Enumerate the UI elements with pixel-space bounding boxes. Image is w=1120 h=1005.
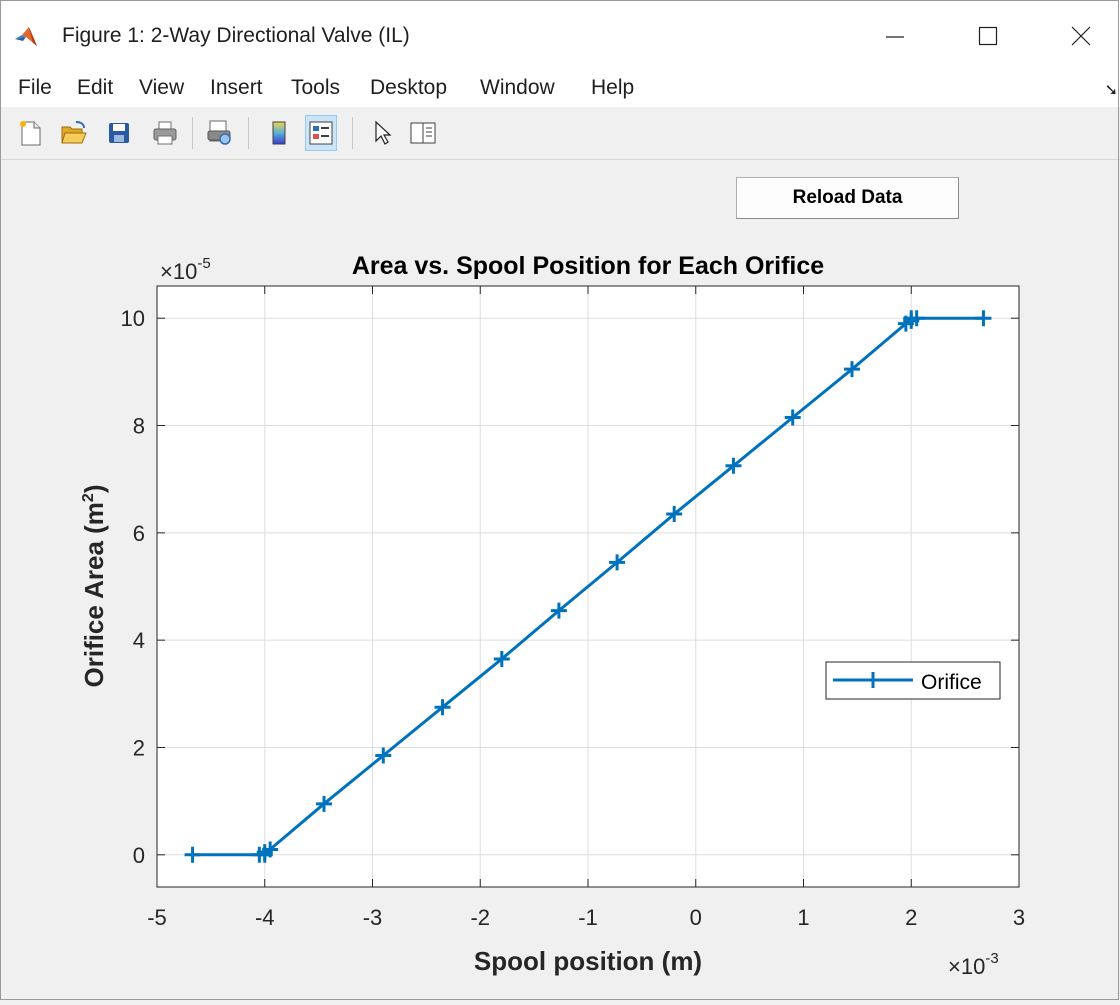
y-axis-exponent: ×10-5 xyxy=(160,255,211,284)
toolbar-separator xyxy=(352,117,353,149)
edit-plot-button[interactable] xyxy=(366,115,398,151)
menu-view[interactable]: View xyxy=(139,76,185,99)
data-point-marker xyxy=(609,554,626,571)
menu-bar: File Edit View Insert Tools Desktop Wind… xyxy=(0,73,1120,107)
open-file-button[interactable] xyxy=(58,115,90,151)
axis-ticks: -5 -4 -3 -2 -1 0 1 2 3 0 2 4 6 8 10 xyxy=(121,286,1025,930)
pointer-arrow-icon xyxy=(375,120,392,145)
y-axis-label: Orifice Area (m2) xyxy=(79,484,109,687)
y-tick-label: 10 xyxy=(121,306,145,331)
chart-title: Area vs. Spool Position for Each Orifice xyxy=(352,252,824,280)
menu-help[interactable]: Help xyxy=(591,76,635,99)
property-inspector-button[interactable] xyxy=(407,115,439,151)
data-point-marker xyxy=(262,841,279,858)
data-point-marker xyxy=(493,650,510,667)
maximize-icon xyxy=(978,26,998,46)
y-tick-label: 4 xyxy=(133,628,145,653)
data-point-marker xyxy=(908,310,925,327)
data-point-marker xyxy=(666,506,683,523)
menu-file[interactable]: File xyxy=(18,76,52,99)
data-point-marker xyxy=(550,602,567,619)
menu-desktop[interactable]: Desktop xyxy=(370,76,448,99)
legend-marker-swatch xyxy=(865,672,881,688)
save-button[interactable] xyxy=(103,115,135,151)
data-point-marker xyxy=(784,409,801,426)
figure-plot-area: -5 -4 -3 -2 -1 0 1 2 3 0 2 4 6 8 10 Area vs. Spool Pos… xyxy=(0,160,1120,1000)
dock-figure-icon[interactable]: ➘ xyxy=(1104,82,1118,99)
data-point-marker xyxy=(725,457,742,474)
x-tick-label: 3 xyxy=(1013,905,1025,930)
save-disk-icon xyxy=(109,123,129,143)
toolbar-separator xyxy=(192,117,193,149)
data-point-marker xyxy=(975,310,992,327)
close-icon xyxy=(1071,26,1091,46)
y-tick-label: 0 xyxy=(133,843,145,868)
legend[interactable]: Orifice xyxy=(825,661,1001,700)
new-document-icon xyxy=(20,121,41,146)
data-point-marker xyxy=(184,846,201,863)
x-axis-exponent: ×10-3 xyxy=(948,950,999,979)
legend-icon xyxy=(309,121,333,145)
legend-toggle-button[interactable] xyxy=(305,115,337,151)
x-tick-label: -4 xyxy=(255,905,275,930)
minimize-icon xyxy=(886,36,904,38)
colorbar-icon xyxy=(272,121,286,145)
hide-plot-tools-button[interactable] xyxy=(263,115,295,151)
y-tick-label: 2 xyxy=(133,735,145,760)
print-button[interactable] xyxy=(149,115,181,151)
x-tick-label: -5 xyxy=(147,905,167,930)
y-tick-label: 8 xyxy=(133,414,145,439)
data-point-marker xyxy=(843,361,860,378)
print-preview-icon xyxy=(207,120,231,145)
printer-icon xyxy=(153,121,177,145)
maximize-button[interactable] xyxy=(965,14,1011,58)
data-point-marker xyxy=(434,699,451,716)
data-point-marker xyxy=(316,795,333,812)
x-tick-label: 0 xyxy=(690,905,702,930)
legend-label-orifice: Orifice xyxy=(921,671,982,694)
figure-toolbar xyxy=(0,107,1120,160)
property-inspector-icon xyxy=(410,122,436,144)
y-tick-label: 6 xyxy=(133,521,145,546)
menu-window[interactable]: Window xyxy=(480,76,555,99)
matlab-logo-icon xyxy=(15,27,37,46)
x-axis-label: Spool position (m) xyxy=(474,946,702,976)
x-tick-label: -1 xyxy=(578,905,598,930)
menu-tools[interactable]: Tools xyxy=(291,76,341,99)
reload-data-button[interactable]: Reload Data xyxy=(736,177,959,219)
print-preview-button[interactable] xyxy=(203,115,235,151)
minimize-button[interactable] xyxy=(872,14,918,58)
new-figure-button[interactable] xyxy=(14,115,46,151)
x-tick-label: 2 xyxy=(905,905,917,930)
x-tick-label: -2 xyxy=(470,905,490,930)
x-tick-label: -3 xyxy=(363,905,383,930)
menu-edit[interactable]: Edit xyxy=(77,76,114,99)
line-chart: -5 -4 -3 -2 -1 0 1 2 3 0 2 4 6 8 10 Area vs. Spool Pos… xyxy=(79,252,1025,979)
close-button[interactable] xyxy=(1058,14,1104,58)
window-titlebar: Figure 1: 2-Way Directional Valve (IL) xyxy=(0,0,1120,73)
window-title: Figure 1: 2-Way Directional Valve (IL) xyxy=(62,24,410,47)
series-group xyxy=(184,310,992,863)
menu-insert[interactable]: Insert xyxy=(210,76,263,99)
toolbar-separator xyxy=(248,117,249,149)
x-tick-label: 1 xyxy=(797,905,809,930)
data-point-marker xyxy=(375,747,392,764)
open-folder-icon xyxy=(61,121,87,144)
